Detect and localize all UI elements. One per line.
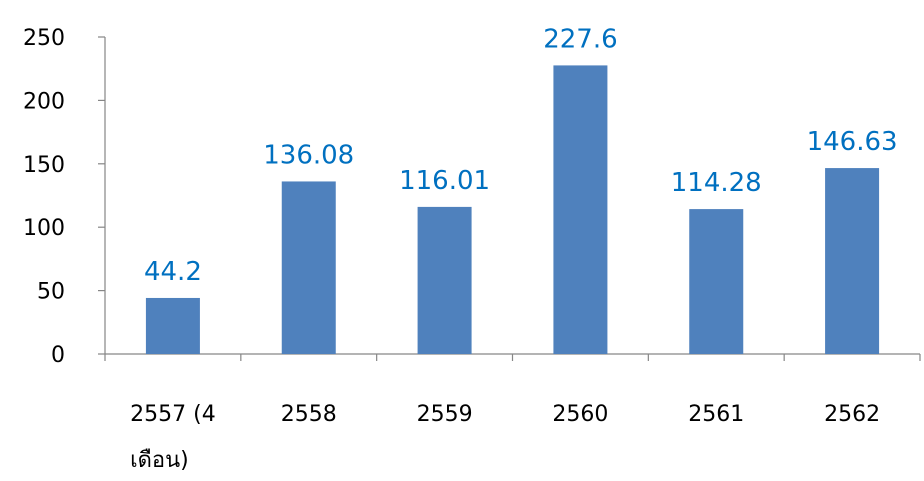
bar — [825, 168, 880, 354]
x-tick-label: 2558 — [281, 402, 337, 427]
x-axis: 2557 (4 เดือน) 2558 2559 2560 2561 2562 — [104, 353, 921, 473]
bar — [553, 65, 608, 354]
y-tick-label: 0 — [51, 343, 65, 368]
data-labels: 44.2 136.08 116.01 227.6 114.28 146.63 — [144, 24, 898, 287]
data-label: 114.28 — [671, 168, 762, 198]
x-tick-label: 2560 — [552, 402, 608, 427]
y-axis: 0 50 100 150 200 250 — [23, 26, 106, 368]
data-label: 44.2 — [144, 257, 202, 287]
data-label: 146.63 — [807, 127, 898, 157]
data-label: 227.6 — [543, 24, 617, 54]
y-tick-label: 100 — [23, 216, 65, 241]
x-tick-label: 2557 (4 เดือน) — [130, 402, 216, 473]
y-tick-label: 50 — [37, 280, 65, 305]
data-label: 116.01 — [399, 166, 490, 196]
bar — [281, 181, 336, 354]
bar — [417, 206, 472, 354]
data-label: 136.08 — [263, 140, 354, 170]
x-tick-label: 2559 — [417, 402, 473, 427]
bars — [145, 65, 880, 354]
x-tick-label: 2562 — [824, 402, 880, 427]
x-tick-label: 2561 — [688, 402, 744, 427]
y-tick-label: 200 — [23, 89, 65, 114]
bar — [145, 297, 200, 354]
bar — [689, 209, 744, 354]
y-tick-label: 150 — [23, 153, 65, 178]
y-tick-label: 250 — [23, 26, 65, 51]
